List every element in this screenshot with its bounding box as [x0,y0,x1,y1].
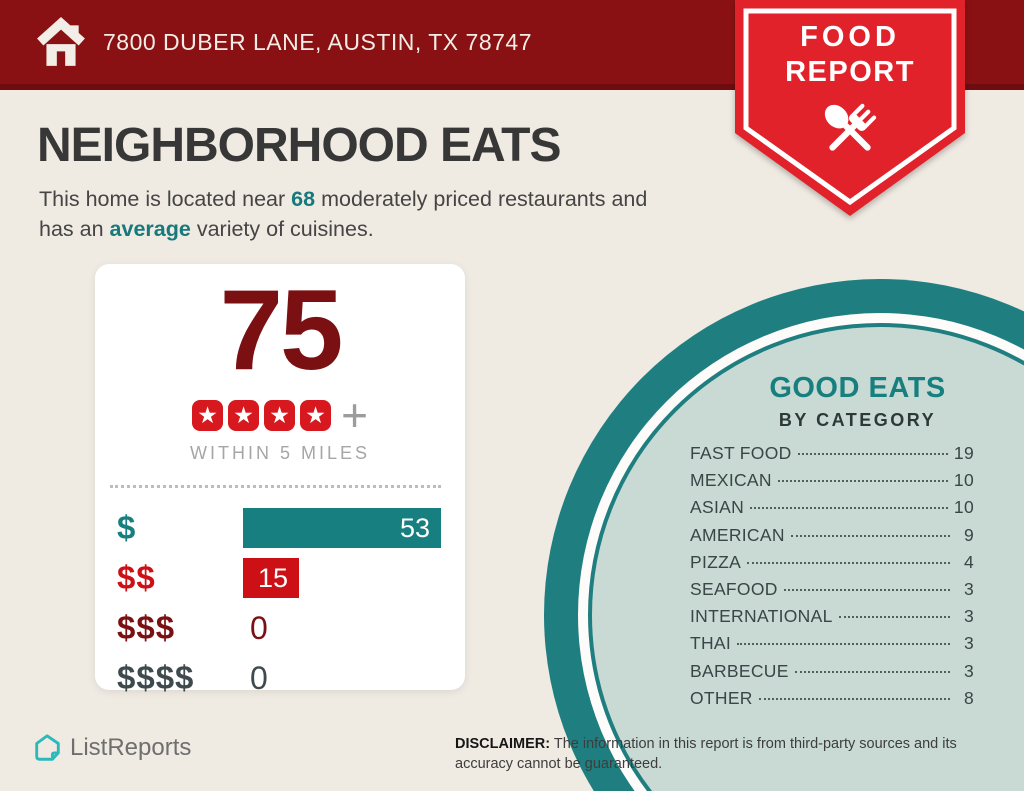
category-count: 19 [953,443,974,463]
ribbon-title: FOOD REPORT [734,21,966,89]
category-row: OTHER 8 [690,688,974,715]
price-count-bar: 15 [243,558,299,598]
category-label: OTHER [690,687,753,708]
price-bar-chart: $53 $$ 15 $$$ 0 $$$$ 0 [95,503,465,703]
category-count: 10 [953,470,974,491]
price-tier-label: $$$ [117,609,176,646]
category-count: 4 [963,551,974,572]
bar-area: 0 [243,658,465,698]
category-label: AMERICAN [690,524,785,545]
category-list: FAST FOOD 19 MEXICAN 10 ASIAN 10 AMERICAN 9 PIZZ… [690,443,974,715]
category-row: PIZZA 4 [690,552,974,579]
summary-text: This home is located near 68 moderately … [39,184,647,244]
category-count: 8 [963,687,974,708]
variety-rating: average [109,217,191,241]
dotted-leader [797,453,948,455]
star-icon: ★ [264,399,296,431]
property-address: 7800 DUBER LANE, AUSTIN, TX 78747 [103,28,532,55]
good-eats-subtitle: BY CATEGORY [778,410,937,430]
bar-area: 0 [243,608,465,648]
star-rating: ★ ★ ★ ★ + [95,389,465,441]
category-label: SEAFOOD [690,578,778,599]
restaurant-score: 75 [219,267,344,394]
dotted-leader [838,616,950,619]
summary-part4: variety of cuisines. [196,217,374,241]
price-tier-label: $$ [117,559,156,596]
category-label: INTERNATIONAL [690,606,833,627]
restaurant-count: 68 [291,187,316,211]
dotted-leader [794,670,950,673]
price-row: $$ 15 [117,553,465,603]
star-icon: ★ [300,399,332,431]
star-icon: ★ [228,399,260,431]
good-eats-title: GOOD EATS [769,372,946,404]
category-row: INTERNATIONAL 3 [690,606,974,633]
dotted-leader [737,643,950,646]
category-count: 3 [963,633,974,654]
category-row: MEXICAN 10 [690,470,974,497]
ribbon-title-line1: FOOD [800,21,900,53]
category-row: SEAFOOD 3 [690,579,974,606]
category-label: PIZZA [690,551,742,572]
category-row: ASIAN 10 [690,497,974,524]
dotted-leader [750,507,948,510]
dotted-leader [790,534,950,537]
radius-label: WITHIN 5 MILES [189,443,370,463]
page-title: NEIGHBORHOOD EATS [37,119,561,172]
ribbon-pennant-shape [735,0,965,216]
price-row: $53 [117,503,465,553]
category-label: ASIAN [690,497,745,518]
bar-area: 15 [243,558,465,598]
disclaimer-label: DISCLAIMER: [455,736,551,752]
dotted-leader [777,480,948,483]
listreports-icon [35,734,60,761]
category-row: AMERICAN 9 [690,525,974,552]
category-count: 3 [963,578,974,599]
dotted-leader [747,561,950,564]
dotted-leader [783,588,950,591]
category-label: BARBECUE [690,660,789,681]
good-eats-header: GOOD EATS BY CATEGORY [735,372,980,431]
utensils-icon [824,103,877,151]
category-row: FAST FOOD 19 [690,443,974,470]
brand-name: ListReports [70,734,192,761]
plus-icon: + [341,389,368,441]
category-row: BARBECUE 3 [690,661,974,688]
bar-area: 53 [243,508,465,548]
price-count-bar: 0 [250,609,268,646]
price-tier-label: $$$$ [117,659,195,696]
disclaimer-line1: The information in this report is from t… [553,736,957,752]
ribbon-title-line2: REPORT [785,56,915,88]
disclaimer-line2: accuracy cannot be guaranteed. [455,756,663,772]
dotted-leader [758,697,950,700]
summary-part1: This home is located near [39,187,286,211]
summary-part3: has an [39,217,104,241]
price-count-bar: 0 [250,659,268,696]
category-count: 10 [953,497,974,518]
category-label: FAST FOOD [690,443,792,463]
price-row: $$$ 0 [117,603,465,653]
price-tier-label: $ [117,509,137,546]
food-report-ribbon: FOOD REPORT [734,0,966,218]
star-icon: ★ [192,399,224,431]
category-count: 9 [963,524,974,545]
category-label: MEXICAN [690,470,772,491]
home-icon [37,16,85,66]
category-row: THAI 3 [690,633,974,660]
disclaimer-text: DISCLAIMER: The information in this repo… [455,734,1000,774]
category-label: THAI [690,633,732,654]
category-count: 3 [963,660,974,681]
listreports-logo: ListReports [34,733,191,763]
dotted-divider [110,485,441,488]
restaurant-score-card: 75 ★ ★ ★ ★ + WITHIN 5 MILES $53 $$ 15 $$$ 0 $$$$ 0 [95,264,465,696]
category-count: 3 [963,606,974,627]
price-row: $$$$ 0 [117,653,465,703]
price-count-bar: 53 [243,508,441,548]
summary-part2: moderately priced restaurants and [321,187,648,211]
